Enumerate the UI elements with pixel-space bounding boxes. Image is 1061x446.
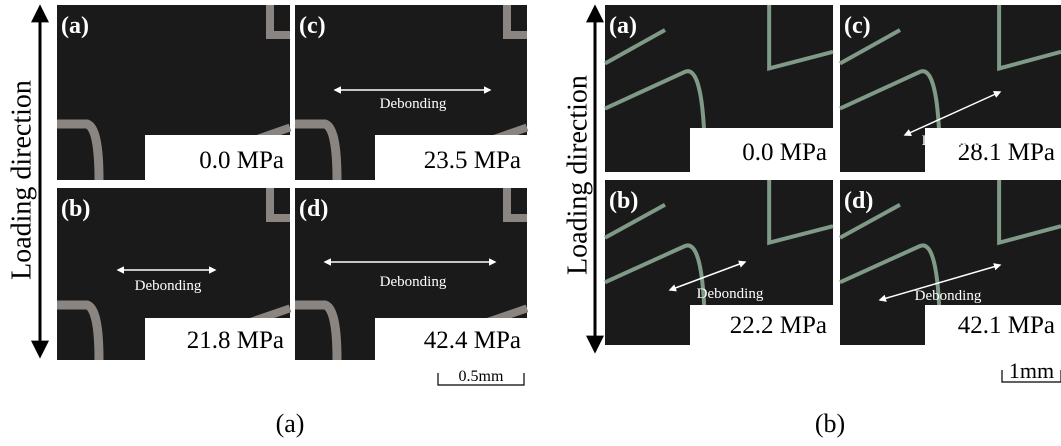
caption: (a) bbox=[276, 409, 305, 438]
panel-letter: (d) bbox=[844, 188, 873, 214]
panel-letter: (c) bbox=[844, 13, 871, 39]
annotation: Debonding bbox=[697, 286, 764, 302]
axis-label: Loading direction bbox=[6, 80, 37, 280]
micrograph-panel: (c) 23.5 MPa Debonding bbox=[295, 5, 527, 180]
micrograph-panel: (d) 42.4 MPa Debonding bbox=[295, 188, 527, 360]
panel-letter: (a) bbox=[609, 13, 637, 39]
scale-label: 0.5mm bbox=[459, 368, 504, 385]
annotation: Debonding bbox=[380, 274, 447, 290]
micrograph-panel: (d) 42.1 MPa Debonding bbox=[840, 180, 1061, 345]
figure-part: Loading direction (a) 0.0 MPa (c)28.1 MPaDe… bbox=[562, 5, 1061, 438]
micrograph-panel: (b) 22.2 MPa Debonding bbox=[605, 180, 833, 345]
scale-label: 1mm bbox=[1009, 358, 1054, 383]
panel-letter: (c) bbox=[299, 13, 326, 39]
caption: (b) bbox=[815, 409, 845, 438]
stress-label: 42.4 MPa bbox=[424, 327, 521, 354]
axis-label: Loading direction bbox=[562, 75, 593, 275]
panel-letter: (a) bbox=[61, 13, 89, 39]
annotation: Debonding bbox=[135, 278, 202, 294]
annotation: Debonding bbox=[922, 133, 989, 149]
stress-label: 23.5 MPa bbox=[424, 147, 521, 174]
stress-label: 22.2 MPa bbox=[730, 312, 827, 339]
annotation: Debonding bbox=[380, 96, 447, 112]
micrograph-panel: (a) 0.0 MPa bbox=[605, 5, 833, 172]
stress-label: 0.0 MPa bbox=[742, 139, 827, 166]
stress-label: 0.0 MPa bbox=[199, 147, 284, 174]
stress-label: 42.1 MPa bbox=[958, 312, 1055, 339]
panel-letter: (d) bbox=[299, 196, 328, 222]
annotation: Debonding bbox=[915, 288, 982, 304]
stress-label: 21.8 MPa bbox=[187, 327, 284, 354]
micrograph-panel: (a) 0.0 MPa bbox=[57, 5, 290, 180]
panel-letter: (b) bbox=[61, 196, 90, 222]
figure: Loading direction (a) 0.0 MPa (c) 23.5 MPa De… bbox=[0, 0, 1061, 446]
panel-letter: (b) bbox=[609, 188, 638, 214]
figure-part: Loading direction (a) 0.0 MPa (c) 23.5 MPa De… bbox=[6, 5, 527, 438]
micrograph-panel: (b) 21.8 MPa Debonding bbox=[57, 188, 290, 360]
